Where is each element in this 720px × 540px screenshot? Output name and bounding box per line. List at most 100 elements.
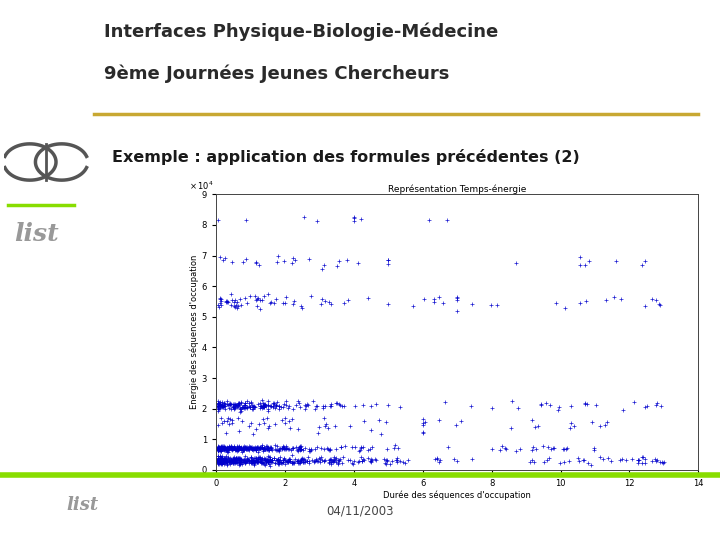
Point	[382, 256, 394, 265]
Point	[215, 452, 226, 461]
Point	[212, 451, 224, 460]
Point	[253, 455, 264, 464]
Point	[382, 260, 394, 268]
Point	[214, 456, 225, 464]
Point	[233, 427, 245, 435]
Point	[600, 295, 611, 304]
Point	[336, 443, 347, 451]
Point	[228, 444, 239, 453]
Point	[229, 455, 240, 464]
Point	[270, 441, 282, 450]
Point	[240, 403, 252, 411]
Point	[227, 402, 238, 410]
Point	[212, 402, 223, 410]
Point	[295, 455, 307, 464]
Point	[305, 446, 317, 454]
Point	[366, 402, 377, 410]
Point	[215, 455, 227, 463]
Point	[258, 399, 269, 408]
Point	[282, 456, 294, 464]
Point	[215, 456, 227, 465]
Point	[235, 455, 247, 463]
Point	[225, 457, 236, 465]
Point	[433, 457, 445, 466]
Point	[217, 457, 228, 466]
Point	[212, 457, 223, 465]
Point	[280, 292, 292, 301]
Point	[297, 457, 308, 466]
Point	[353, 457, 364, 466]
Point	[241, 445, 253, 454]
Point	[224, 455, 235, 464]
Point	[235, 443, 247, 452]
Point	[271, 456, 283, 465]
Point	[310, 401, 322, 410]
Point	[214, 400, 225, 408]
Point	[303, 457, 315, 465]
Point	[218, 446, 230, 455]
Point	[250, 443, 261, 452]
Point	[242, 444, 253, 453]
Point	[251, 457, 263, 466]
Point	[431, 454, 442, 462]
Point	[222, 457, 233, 465]
Point	[240, 403, 252, 412]
Point	[212, 456, 223, 465]
Point	[574, 260, 585, 269]
Point	[264, 453, 275, 462]
Point	[276, 444, 288, 453]
Point	[315, 455, 326, 464]
Point	[279, 445, 290, 454]
Point	[235, 456, 246, 465]
Point	[222, 414, 233, 423]
Point	[608, 293, 619, 301]
Point	[266, 456, 278, 465]
Point	[212, 402, 223, 410]
Point	[222, 457, 233, 465]
Point	[235, 404, 247, 413]
Point	[319, 414, 330, 422]
Point	[228, 457, 239, 465]
Point	[228, 400, 240, 408]
Point	[212, 456, 224, 465]
Point	[256, 453, 268, 462]
Point	[224, 456, 235, 465]
Point	[282, 457, 294, 466]
Point	[641, 401, 652, 410]
Point	[629, 398, 640, 407]
Point	[218, 443, 230, 452]
Point	[260, 461, 271, 470]
Point	[251, 456, 262, 464]
Point	[223, 457, 235, 466]
Point	[254, 296, 266, 305]
Point	[564, 424, 575, 433]
Point	[586, 418, 598, 427]
Point	[232, 446, 243, 454]
Point	[267, 399, 279, 407]
Point	[344, 456, 356, 465]
Point	[258, 456, 270, 464]
Point	[222, 444, 233, 453]
Point	[214, 398, 225, 407]
Text: Exemple : application des formules précédentes (2): Exemple : application des formules précé…	[112, 148, 580, 165]
Point	[215, 458, 226, 467]
Point	[333, 257, 344, 266]
Point	[264, 402, 276, 410]
Point	[233, 399, 245, 408]
Point	[238, 457, 249, 466]
Point	[305, 292, 317, 300]
Point	[262, 457, 274, 466]
Point	[269, 459, 281, 468]
Point	[265, 443, 276, 451]
Point	[244, 443, 256, 451]
Point	[218, 399, 230, 407]
Point	[266, 444, 277, 453]
Point	[246, 458, 257, 467]
Point	[251, 456, 262, 465]
Point	[269, 404, 280, 413]
Point	[234, 399, 246, 408]
Point	[263, 455, 274, 464]
Point	[390, 455, 402, 464]
Point	[224, 460, 235, 469]
Point	[654, 301, 666, 310]
